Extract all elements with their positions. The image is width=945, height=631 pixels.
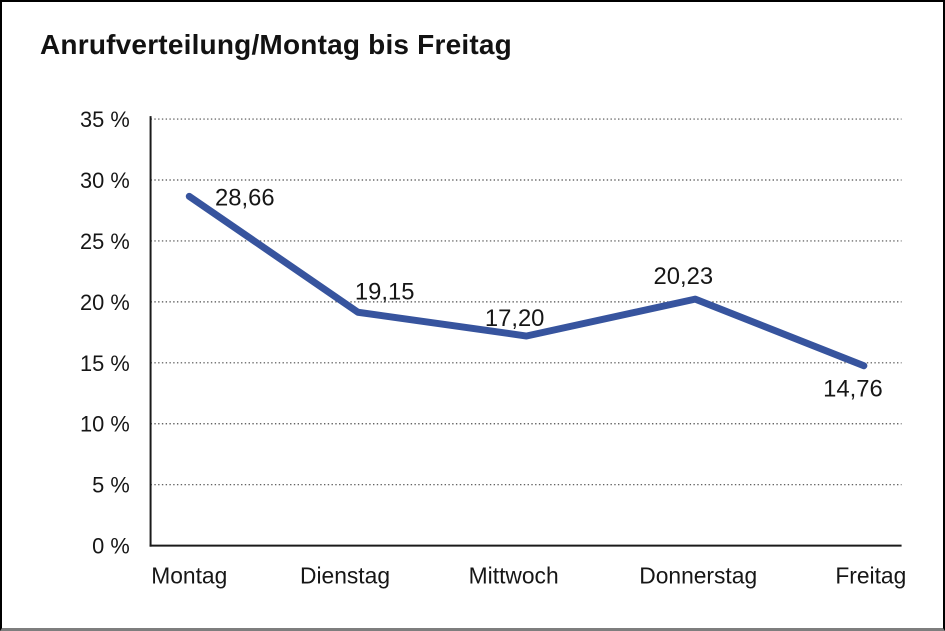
data-point-label: 19,15 <box>355 278 415 305</box>
x-category-label: Mittwoch <box>469 562 559 588</box>
y-tick-label: 20 % <box>80 290 130 315</box>
y-tick-label: 25 % <box>80 229 130 254</box>
x-category-label: Donnerstag <box>639 562 757 588</box>
y-tick-label: 0 % <box>92 534 130 559</box>
data-point-label: 20,23 <box>654 263 714 290</box>
y-tick-label: 5 % <box>92 473 130 498</box>
data-point-label: 17,20 <box>485 305 545 332</box>
data-line-series <box>185 192 868 370</box>
x-category-label: Freitag <box>835 562 906 588</box>
chart-title: Anrufverteilung/Montag bis Freitag <box>40 29 512 60</box>
data-point-label: 14,76 <box>823 376 883 403</box>
y-tick-label: 15 % <box>80 351 130 376</box>
y-tick-label: 35 % <box>80 107 130 132</box>
x-category-label: Montag <box>151 562 227 588</box>
y-tick-label: 10 % <box>80 412 130 437</box>
x-category-label: Dienstag <box>300 562 390 588</box>
y-tick-label: 30 % <box>80 168 130 193</box>
data-point-label: 28,66 <box>215 184 275 211</box>
